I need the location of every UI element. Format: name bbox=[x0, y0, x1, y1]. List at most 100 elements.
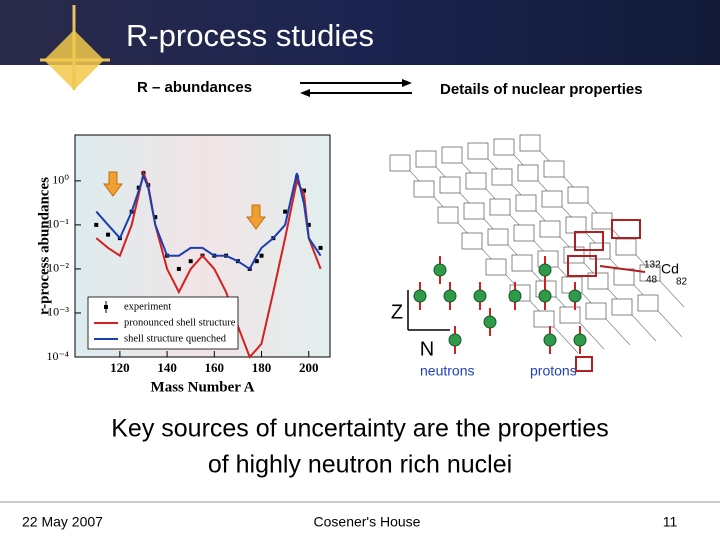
y-tick-label: 10⁰ bbox=[52, 173, 69, 187]
footer-page: 11 bbox=[663, 514, 678, 530]
x-tick-label: 140 bbox=[157, 360, 177, 375]
nuclide-box bbox=[491, 168, 513, 186]
highlight-box bbox=[575, 356, 593, 372]
y-tick-label: 10⁻⁴ bbox=[46, 349, 69, 363]
protons-label: protons bbox=[530, 363, 577, 379]
nuclide-box bbox=[463, 202, 485, 220]
highlight-box bbox=[611, 219, 641, 239]
double-arrow bbox=[300, 79, 412, 97]
decay-line bbox=[659, 280, 685, 308]
nuclide-box bbox=[615, 238, 637, 256]
pointer-line bbox=[599, 265, 646, 273]
nuclide-box bbox=[637, 294, 659, 312]
nucleon-ball bbox=[573, 333, 587, 347]
nucleus-mass: 132 bbox=[644, 260, 661, 271]
data-line bbox=[95, 172, 322, 271]
legend-label: experiment bbox=[124, 301, 171, 312]
body-line: of highly neutron rich nuclei bbox=[208, 451, 512, 479]
decay-line bbox=[631, 314, 657, 342]
data-line bbox=[95, 169, 322, 359]
decay-line bbox=[553, 326, 579, 354]
body-line: Key sources of uncertainty are the prope… bbox=[111, 415, 609, 443]
nucleon-ball bbox=[568, 289, 582, 303]
data-point bbox=[106, 232, 111, 237]
nucleon-ball bbox=[473, 289, 487, 303]
nuclide-box bbox=[513, 224, 535, 242]
nuclide-box bbox=[515, 194, 537, 212]
nuclide-box bbox=[493, 138, 515, 156]
nuclide-box bbox=[591, 212, 613, 230]
n-label: N bbox=[420, 338, 434, 360]
data-point bbox=[188, 259, 193, 264]
nuclide-box bbox=[487, 228, 509, 246]
data-point bbox=[283, 209, 288, 214]
decay-line bbox=[657, 310, 683, 338]
nuclide-box bbox=[639, 264, 661, 282]
nucleon-ball bbox=[543, 333, 557, 347]
nuclide-box bbox=[437, 206, 459, 224]
z-label: Z bbox=[391, 301, 403, 323]
pointer-arrow bbox=[246, 204, 266, 230]
legend-label: shell structure quenched bbox=[124, 333, 227, 344]
nuclide-box bbox=[541, 190, 563, 208]
nucleon-ball bbox=[443, 289, 457, 303]
data-point bbox=[254, 259, 259, 264]
highlight-box bbox=[567, 255, 597, 277]
nucleon-ball bbox=[508, 289, 522, 303]
nuclide-box bbox=[519, 134, 541, 152]
footer-venue: Cosener's House bbox=[314, 514, 421, 530]
nuclide-box bbox=[539, 220, 561, 238]
nuclide-box bbox=[413, 180, 435, 198]
legend-label: pronounced shell structure bbox=[124, 317, 236, 328]
nuclide-box bbox=[465, 172, 487, 190]
x-tick-label: 180 bbox=[252, 360, 272, 375]
data-point bbox=[302, 188, 307, 193]
nucleus-z: 48 bbox=[646, 275, 658, 286]
nuclide-box bbox=[485, 258, 507, 276]
abundance-chart: 10⁰ 10⁻¹ 10⁻² 10⁻³ 10⁻⁴ 120 140 160 180 200 Mass N… bbox=[36, 134, 331, 395]
nuclide-box bbox=[559, 306, 581, 324]
data-point bbox=[176, 266, 181, 271]
nuclide-box bbox=[533, 310, 555, 328]
slide-title: R-process studies bbox=[126, 18, 374, 53]
y-tick-label: 10⁻¹ bbox=[47, 217, 69, 231]
nuclide-box bbox=[567, 186, 589, 204]
highlight-box bbox=[574, 231, 604, 251]
nucleus-n: 82 bbox=[676, 277, 688, 288]
nucleon-ball bbox=[433, 263, 447, 277]
header-band bbox=[0, 0, 720, 65]
nuclide-box bbox=[441, 146, 463, 164]
nuclide-box bbox=[439, 176, 461, 194]
nuclide-box bbox=[511, 254, 533, 272]
y-tick-label: 10⁻³ bbox=[47, 305, 69, 319]
y-tick-label: 10⁻² bbox=[47, 261, 69, 275]
nuclide-box bbox=[461, 232, 483, 250]
nuclide-box bbox=[489, 198, 511, 216]
nucleon-ball bbox=[448, 333, 462, 347]
nuclide-box bbox=[613, 268, 635, 286]
nuclide-box bbox=[467, 142, 489, 160]
nuclide-box bbox=[611, 298, 633, 316]
nuclide-box bbox=[517, 164, 539, 182]
legend-swatch bbox=[104, 305, 108, 309]
data-point bbox=[318, 245, 323, 250]
subheader-left: R – abundances bbox=[137, 79, 252, 96]
nuclide-box bbox=[585, 302, 607, 320]
header-icon bbox=[40, 5, 110, 90]
x-tick-label: 200 bbox=[299, 360, 319, 375]
pointer-arrow bbox=[103, 171, 123, 197]
data-point bbox=[153, 215, 158, 220]
nuclide-box bbox=[415, 150, 437, 168]
nucleon-ball bbox=[483, 315, 497, 329]
nuclide-box bbox=[543, 160, 565, 178]
x-tick-label: 160 bbox=[205, 360, 225, 375]
decay-line bbox=[605, 318, 631, 346]
nuclide-box bbox=[565, 216, 587, 234]
nucleon-ball bbox=[413, 289, 427, 303]
decay-line bbox=[579, 322, 605, 350]
nuclide-box bbox=[389, 154, 411, 172]
data-point bbox=[306, 222, 311, 227]
